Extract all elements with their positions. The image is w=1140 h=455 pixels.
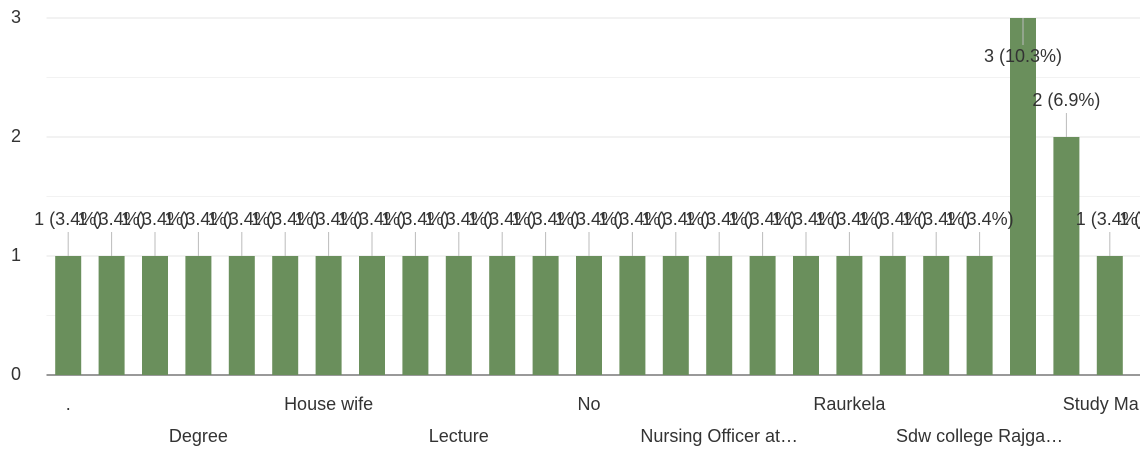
bar — [1096, 256, 1123, 375]
data-label: 1 (3.4%) — [859, 209, 927, 229]
data-label: 1 (3.4%) — [164, 209, 232, 229]
data-label: 1 (3.4%) — [815, 209, 883, 229]
bar — [445, 256, 472, 375]
bar — [749, 256, 776, 375]
x-tick-label: Degree — [169, 426, 228, 446]
bar — [1010, 18, 1036, 375]
data-label: 1 (3.4%) — [598, 209, 666, 229]
data-label: 1 (3.4%) — [381, 209, 449, 229]
x-tick-label: . — [66, 394, 71, 414]
bar — [272, 256, 299, 375]
data-label: 1 (3.4%) — [1076, 209, 1140, 229]
x-tick-label: No — [577, 394, 600, 414]
bar — [879, 256, 906, 375]
bar — [228, 256, 255, 375]
bar — [1053, 137, 1080, 375]
data-label: 1 (3.4%) — [946, 209, 1014, 229]
data-label: 1 (3.4%) — [685, 209, 753, 229]
data-label: 1 (3.4%) — [338, 209, 406, 229]
x-tick-label: Nursing Officer at… — [640, 426, 798, 446]
bar — [142, 256, 168, 375]
data-label: 1 (3.4%) — [1119, 209, 1140, 229]
data-label: 1 (3.4%) — [121, 209, 189, 229]
bar — [576, 256, 602, 375]
data-label: 1 (3.4%) — [729, 209, 797, 229]
data-label: 1 (3.4%) — [512, 209, 580, 229]
bar — [315, 256, 342, 375]
x-tick-label: Raurkela — [813, 394, 886, 414]
y-tick-label: 0 — [11, 364, 21, 384]
data-label: 1 (3.4%) — [772, 209, 840, 229]
data-label: 1 (3.4%) — [78, 209, 146, 229]
x-tick-label: Study Ma… — [1063, 394, 1140, 414]
bar — [923, 256, 950, 375]
data-label: 1 (3.4%) — [902, 209, 970, 229]
bar — [489, 256, 516, 375]
x-tick-label: House wife — [284, 394, 373, 414]
bar — [185, 256, 212, 375]
y-tick-label: 2 — [11, 126, 21, 146]
y-tick-label: 3 — [11, 7, 21, 27]
data-label: 1 (3.4%) — [208, 209, 276, 229]
bar — [706, 256, 733, 375]
data-label: 2 (6.9%) — [1032, 90, 1100, 110]
bar — [619, 256, 646, 375]
bar — [662, 256, 689, 375]
data-label: 1 (3.4%) — [425, 209, 493, 229]
bar — [402, 256, 429, 375]
bar — [532, 256, 559, 375]
bar — [966, 256, 993, 375]
data-label: 1 (3.4%) — [468, 209, 536, 229]
data-label: 1 (3.4%) — [555, 209, 623, 229]
bar — [836, 256, 863, 375]
x-tick-label: Sdw college Rajga… — [896, 426, 1063, 446]
bar — [359, 256, 385, 375]
data-label: 1 (3.4%) — [34, 209, 102, 229]
bar — [793, 256, 819, 375]
data-label: 1 (3.4%) — [295, 209, 363, 229]
data-label: 3 (10.3%) — [984, 46, 1062, 66]
bar — [98, 256, 125, 375]
data-label: 1 (3.4%) — [251, 209, 319, 229]
data-label: 1 (3.4%) — [642, 209, 710, 229]
x-tick-label: Lecture — [429, 426, 489, 446]
bar — [55, 256, 82, 375]
y-tick-label: 1 — [11, 245, 21, 265]
